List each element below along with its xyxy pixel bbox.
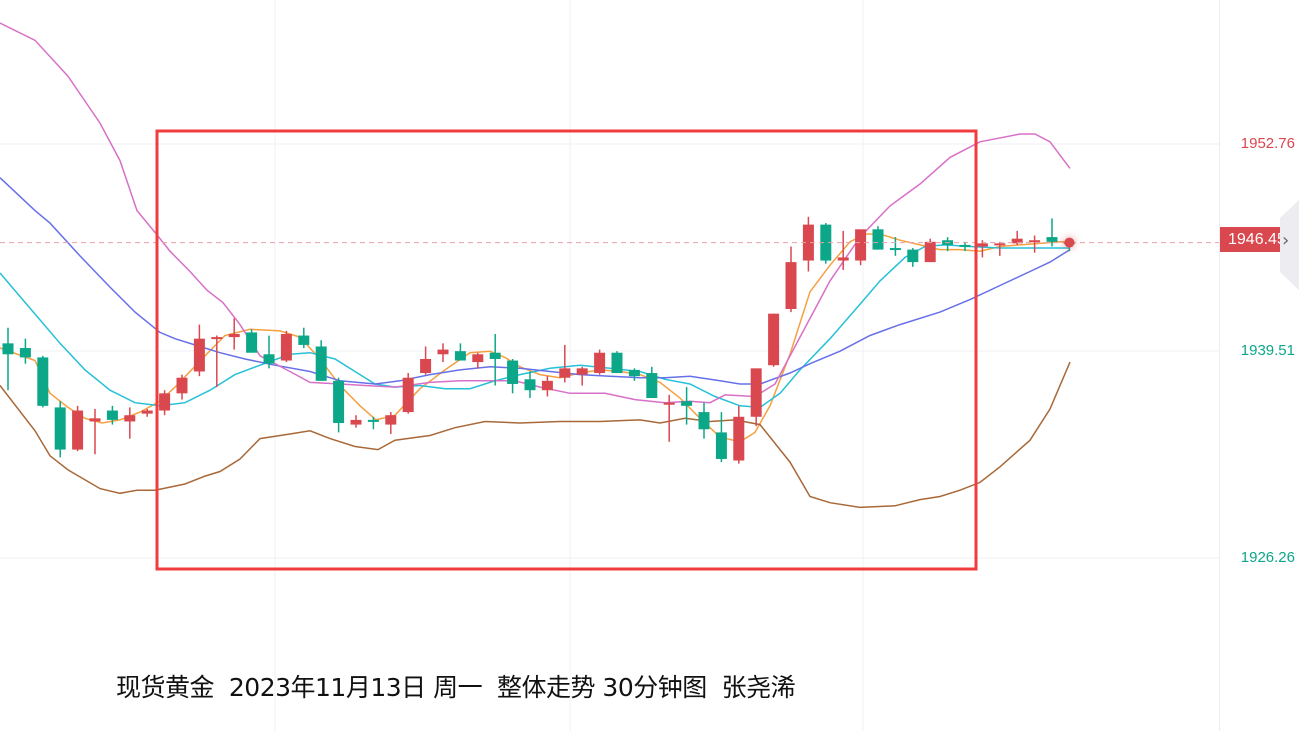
axis-label-mid: 1939.51 <box>1240 342 1295 359</box>
scroll-right-handle[interactable] <box>1280 200 1299 290</box>
indicator-lines <box>0 22 1071 509</box>
axis-label-top: 1952.76 <box>1240 135 1295 152</box>
candles <box>2 216 1075 464</box>
grid-lines <box>0 0 1219 731</box>
axis-label-bottom: 1926.26 <box>1240 549 1295 566</box>
last-price-dot <box>1064 237 1075 248</box>
chart-caption: 现货黄金 2023年11月13日 周一 整体走势 30分钟图 张尧浠 <box>116 673 796 702</box>
chevron-right-icon[interactable]: › <box>1282 230 1290 251</box>
highlight-box <box>155 129 978 571</box>
